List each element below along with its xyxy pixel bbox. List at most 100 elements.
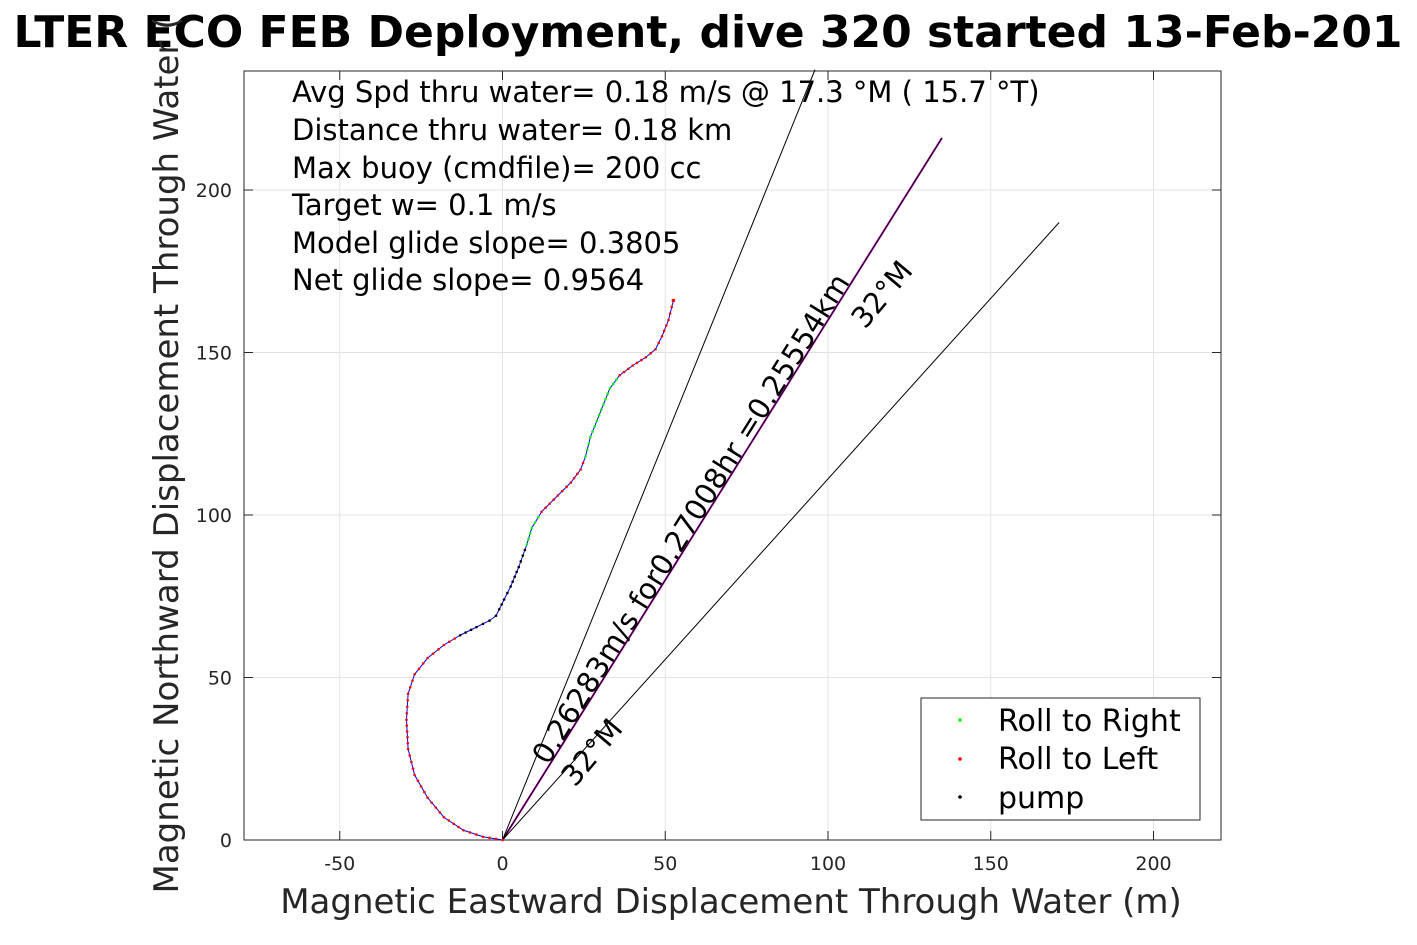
track-marker [462,828,465,832]
x-axis-ticks: -50 0 50 100 150 200 [324,71,1172,875]
track-markers [405,298,676,842]
x-tick-label: 200 [1135,853,1171,875]
x-tick-label: -50 [324,853,355,875]
track-marker [593,424,597,428]
track-marker [548,502,551,505]
track-marker [540,510,543,514]
track-marker [530,526,534,530]
track-marker [410,760,413,764]
track-marker [406,698,409,702]
y-tick-label: 200 [196,180,232,202]
track-marker [579,468,582,471]
track-marker [475,625,478,629]
track-marker [611,382,615,386]
reference-lines [501,69,1060,841]
track-marker [595,419,599,423]
track-marker [411,767,415,770]
y-axis-ticks: 0 50 100 150 200 [196,180,1221,852]
info-line-distance: Distance thru water= 0.18 km [292,113,732,147]
track-marker [506,591,509,595]
track-marker [670,305,674,309]
track-marker [481,835,485,839]
track-marker [413,773,416,777]
track-marker [411,679,414,683]
x-tick-label: 0 [496,853,508,875]
track-marker [585,448,589,452]
track-marker [408,685,412,689]
track-marker [421,662,425,665]
track-marker [662,329,666,333]
track-marker [426,656,429,660]
track-marker [660,334,664,338]
track-marker [560,489,564,493]
track-marker [584,455,587,458]
legend-marker-pump [958,795,962,799]
track-marker [406,736,409,739]
track-marker [644,356,648,359]
track-marker [631,364,634,367]
track-marker [615,378,618,381]
track-marker [618,373,621,377]
track-marker [581,461,585,465]
track-marker [604,397,607,401]
track-marker [447,819,451,822]
track-marker [597,414,601,417]
track-marker [544,506,547,509]
x-tick-label: 50 [653,853,677,875]
y-tick-label: 100 [196,505,232,527]
track-marker [405,705,409,709]
legend-box [920,697,1201,821]
x-tick-label: 100 [810,853,846,875]
track-marker [556,494,560,497]
track-marker [431,652,435,655]
info-line-buoy: Max buoy (cmdfile)= 200 cc [292,151,701,185]
track-marker [627,367,630,371]
info-text-block: Avg Spd thru water= 0.18 m/s @ 17.3 °M (… [291,75,1040,297]
track-marker [458,633,462,637]
track-marker [517,565,521,569]
track-marker [481,622,485,626]
track-marker [406,741,410,745]
track-marker [430,801,434,804]
track-marker [606,392,610,395]
track-marker [494,614,498,618]
shallow-line [502,222,1060,841]
track-marker [640,358,643,362]
y-tick-label: 150 [196,343,232,365]
x-axis-label: Magnetic Eastward Displacement Through W… [280,882,1182,922]
track-marker [515,570,519,574]
track-marker [448,640,451,644]
track-marker [442,815,446,819]
track-marker [488,619,491,622]
track-marker [497,607,501,611]
chart-title: LTER ECO FEB Deployment, dive 320 starte… [13,7,1402,58]
legend-label-pump: pump [998,781,1084,816]
track-marker [537,515,540,519]
track-marker [469,628,473,632]
track-marker [405,718,408,722]
info-line-target-w: Target w= 0.1 m/s [291,188,557,222]
y-tick-label: 0 [220,830,232,852]
track-marker [488,836,491,840]
track-marker [657,341,661,345]
track-marker [523,548,527,552]
track-marker [667,318,670,322]
legend: Roll to Right Roll to Left pump [920,697,1201,821]
track-marker [587,442,591,445]
track-marker [576,472,579,476]
track-marker [552,498,556,501]
track-marker [668,312,672,315]
legend-label-roll-right: Roll to Right [998,704,1181,739]
track-marker [468,831,472,834]
track-marker [406,747,410,751]
track-marker [527,537,530,541]
track-marker [416,779,420,782]
track-marker [437,648,440,651]
track-marker [502,598,506,601]
heading-line [502,137,943,841]
track-marker [599,408,603,412]
info-line-net-slope: Net glide slope= 0.9564 [292,263,644,297]
track-marker [417,667,421,671]
track-marker [423,790,426,794]
